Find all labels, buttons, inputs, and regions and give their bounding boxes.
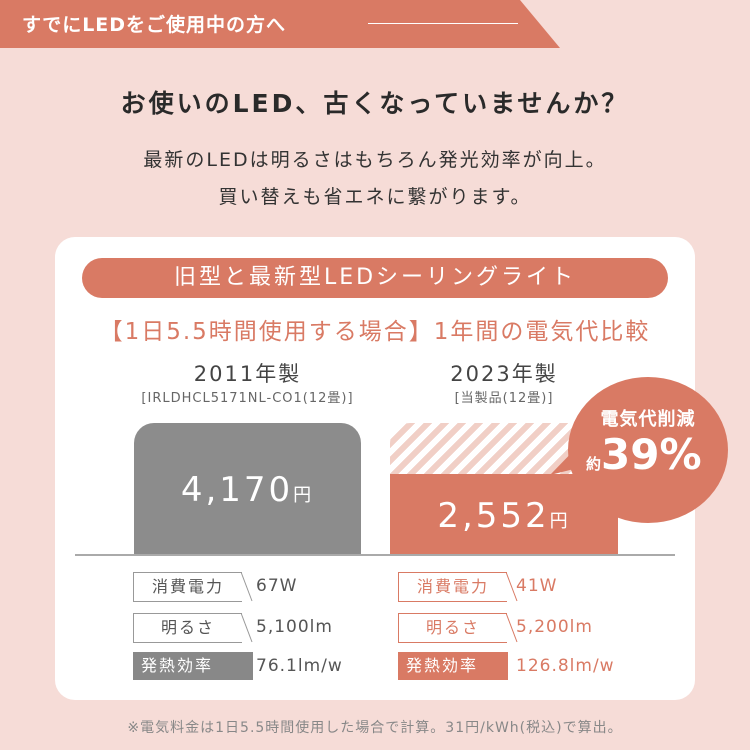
new-year: 2023年製 (450, 362, 558, 386)
badge-pointer (550, 442, 582, 475)
old-spec-value-efficiency: 76.1lm/w (256, 656, 343, 676)
top-banner-text: すでにLEDをご使用中の方へ (22, 14, 287, 36)
savings-badge (550, 377, 728, 523)
new-spec-label-power: 消費電力 (398, 572, 507, 602)
card-title-pill: 旧型と最新型LEDシーリングライト (82, 258, 668, 298)
top-banner (0, 0, 560, 48)
headline: お使いのLED、古くなっていませんか？ (120, 89, 630, 118)
subtext-line-1: 最新のLEDは明るさはもちろん発光効率が向上。 (143, 149, 607, 171)
old-cost-value: 4,170円 (180, 470, 315, 510)
old-spec-label-brightness: 明るさ (133, 613, 242, 643)
old-model: [IRLDHCL5171NL-CO1(12畳)] (141, 391, 354, 406)
banner-divider (368, 23, 518, 24)
new-model: [当製品(12畳)] (454, 391, 554, 406)
comparison-title: 【1日5.5時間使用する場合】1年間の電気代比較 (99, 319, 651, 345)
badge-value-wrap: 約39% (586, 430, 726, 479)
old-spec-label-power: 消費電力 (133, 572, 242, 602)
subtext-line-2: 買い替えも省エネに繋がります。 (218, 186, 532, 208)
old-spec-value-brightness: 5,100lm (256, 617, 333, 637)
new-spec-label-brightness: 明るさ (398, 613, 507, 643)
old-spec-value-power: 67W (256, 576, 298, 596)
new-spec-label-efficiency: 発熱効率 (398, 652, 508, 680)
badge-circle (568, 377, 728, 523)
badge-value: 39% (601, 430, 702, 479)
old-cost-bar (134, 423, 361, 554)
chart-baseline (75, 554, 675, 556)
badge-prefix: 約 (586, 455, 602, 473)
old-spec-label-efficiency: 発熱効率 (133, 652, 253, 680)
old-year: 2011年製 (193, 362, 302, 386)
footnote: ※電気料金は1日5.5時間使用した場合で計算。31円/kWh(税込)で算出。 (127, 720, 623, 736)
new-spec-value-power: 41W (516, 576, 558, 596)
badge-label: 電気代削減 (600, 409, 696, 430)
new-cost-value: 2,552円 (437, 496, 571, 536)
new-spec-value-brightness: 5,200lm (516, 617, 593, 637)
new-spec-value-efficiency: 126.8lm/w (516, 656, 615, 676)
